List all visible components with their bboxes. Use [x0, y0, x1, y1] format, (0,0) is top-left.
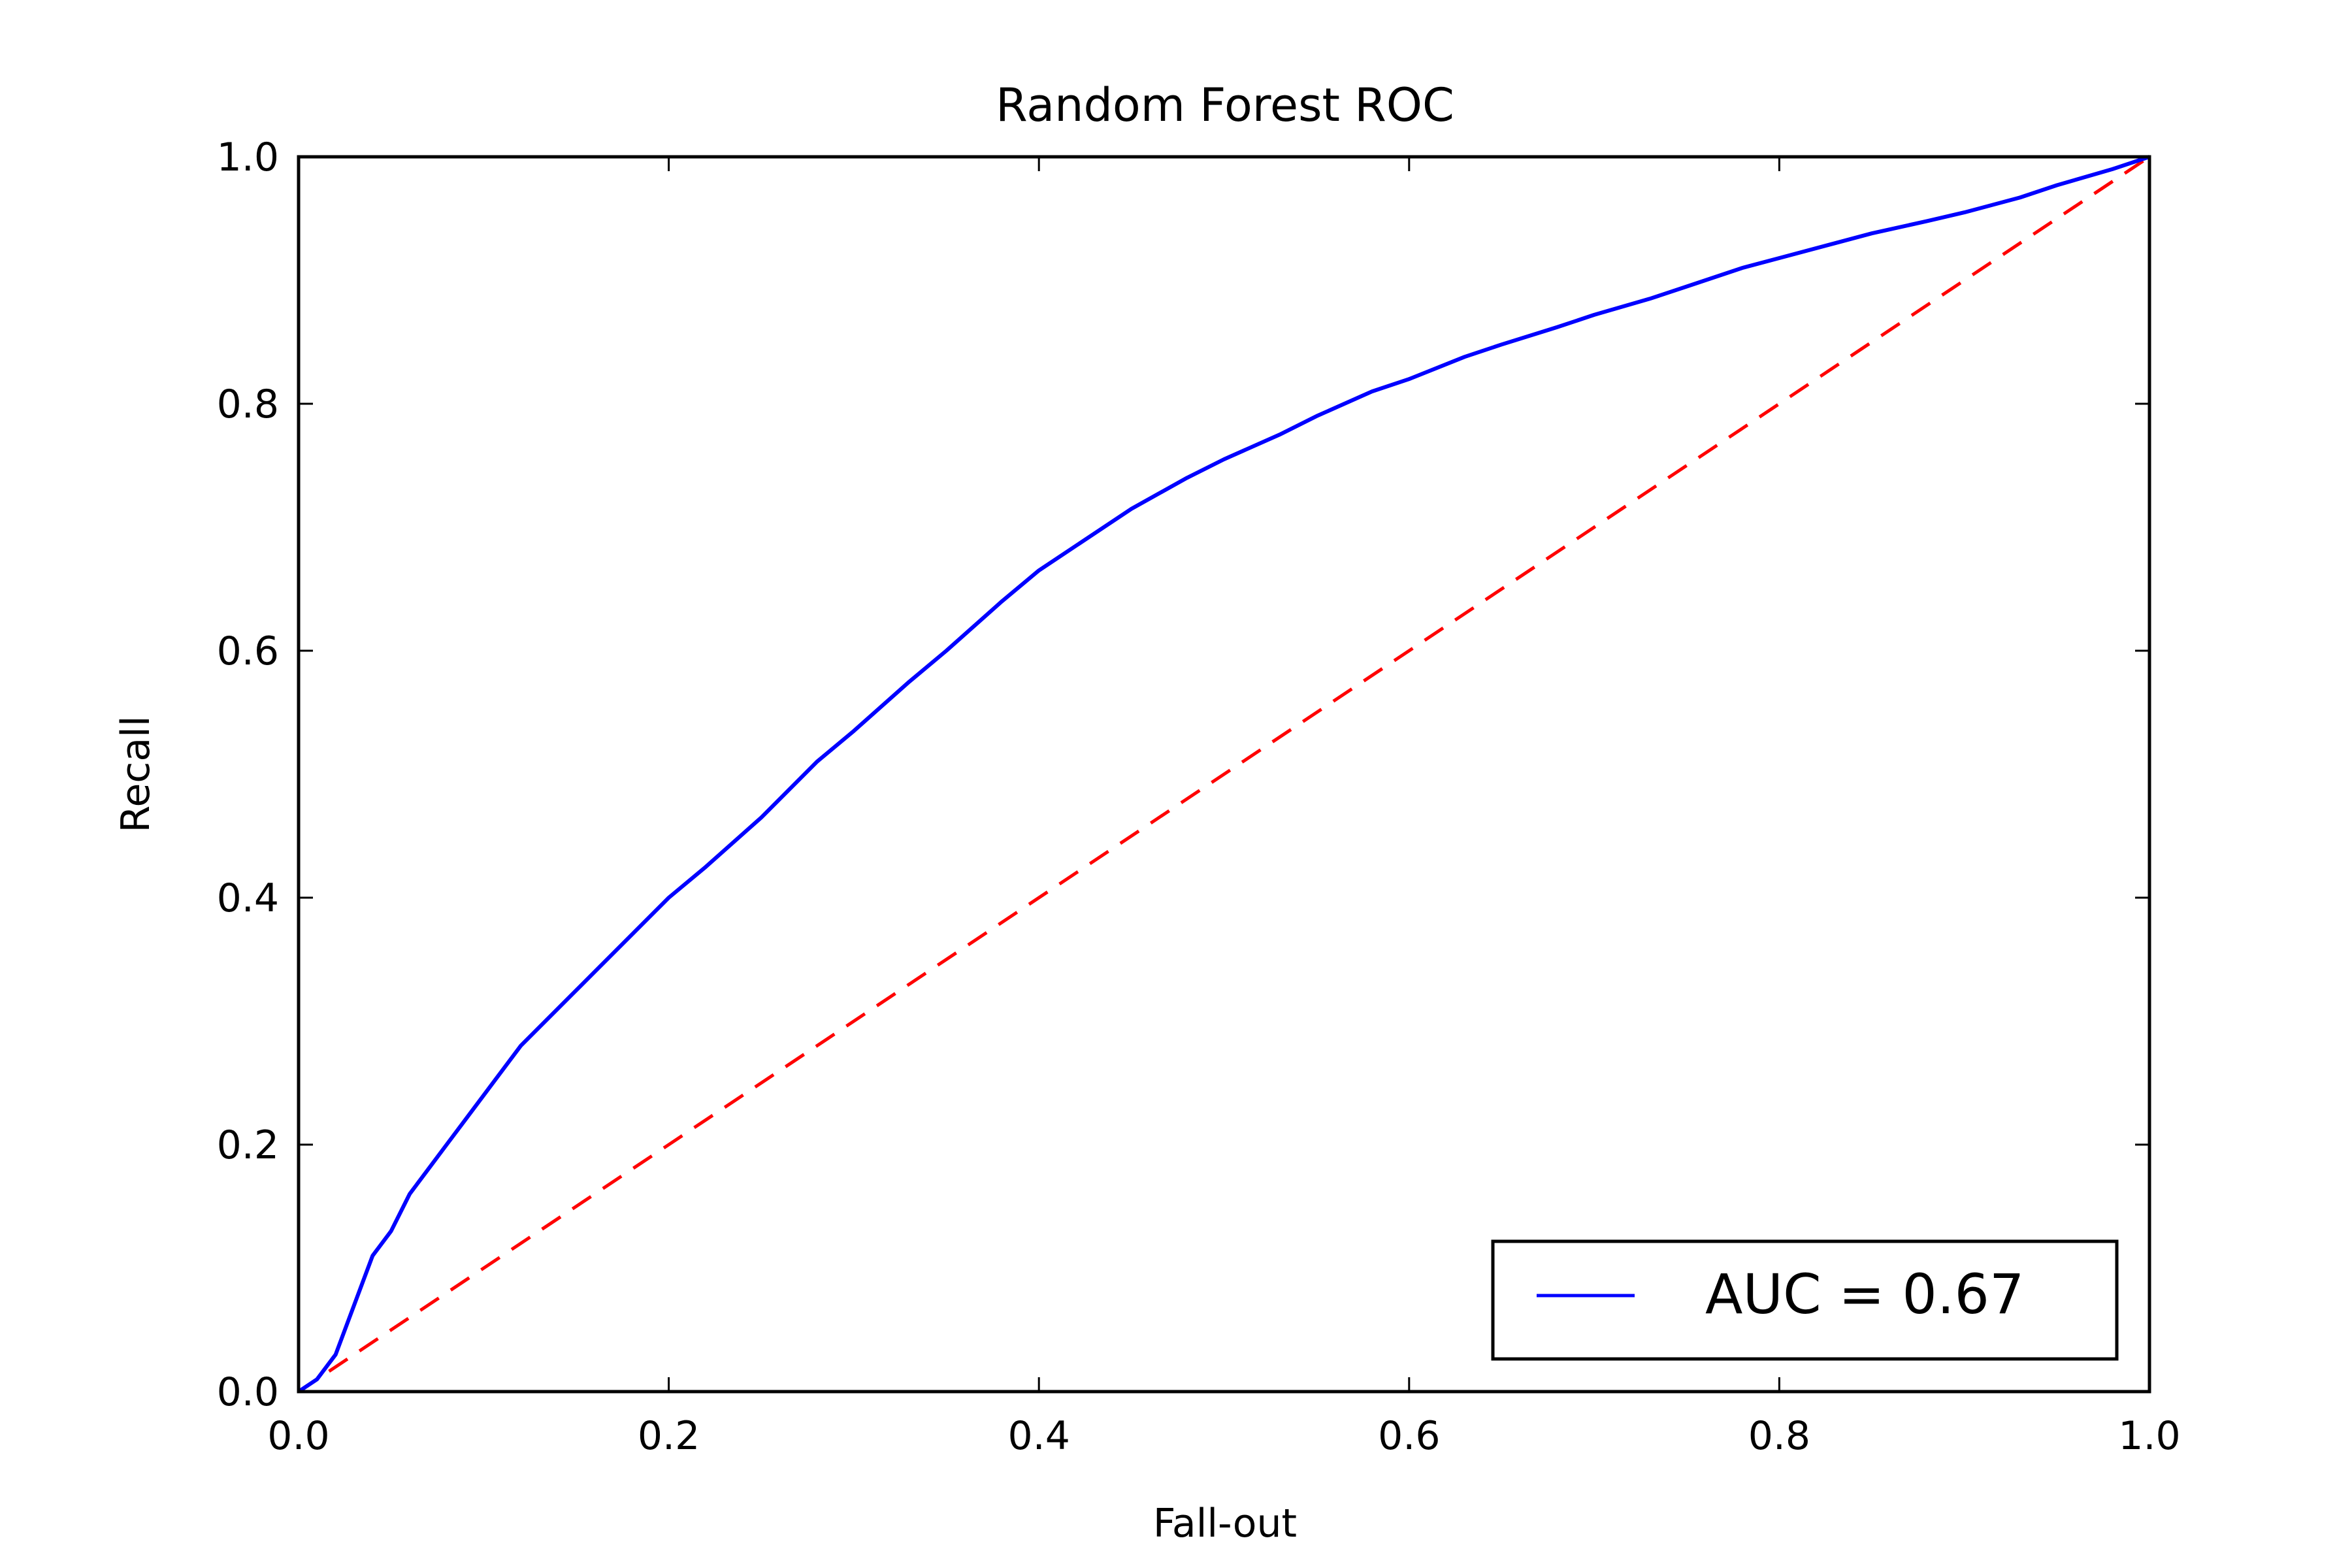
x-tick-label: 0.6: [1378, 1413, 1440, 1459]
roc-curve-line: [297, 155, 2150, 1394]
series-layer: [297, 155, 2151, 1394]
y-axis-label: Recall: [113, 715, 159, 832]
y-tick-label: 0.2: [217, 1122, 279, 1168]
legend-label: AUC = 0.67: [1705, 1262, 2024, 1326]
y-tick-label: 0.8: [217, 382, 279, 427]
x-tick-label: 0.4: [1007, 1413, 1070, 1459]
tick-layer: 0.0 0.2 0.4 0.6 0.8 1.0 0.0 0.2 0.4 0.6 0.8 1.0: [217, 135, 2181, 1459]
x-tick-label: 0.8: [1748, 1413, 1810, 1459]
plot-frame: [297, 155, 2151, 1394]
y-tick-label: 0.6: [217, 629, 279, 674]
y-tick-label: 0.0: [217, 1369, 279, 1415]
x-axis-label: Fall-out: [1153, 1501, 1297, 1546]
legend-box: [1491, 1239, 2119, 1361]
y-tick-label: 0.4: [217, 875, 279, 921]
x-tick-label: 1.0: [2118, 1413, 2180, 1459]
chance-diagonal-line: [297, 155, 2151, 1394]
chart-title: Random Forest ROC: [996, 78, 1454, 132]
y-tick-label: 1.0: [217, 135, 279, 180]
x-tick-label: 0.0: [267, 1413, 329, 1459]
legend: AUC = 0.67: [1491, 1239, 2119, 1361]
x-tick-label: 0.2: [638, 1413, 700, 1459]
